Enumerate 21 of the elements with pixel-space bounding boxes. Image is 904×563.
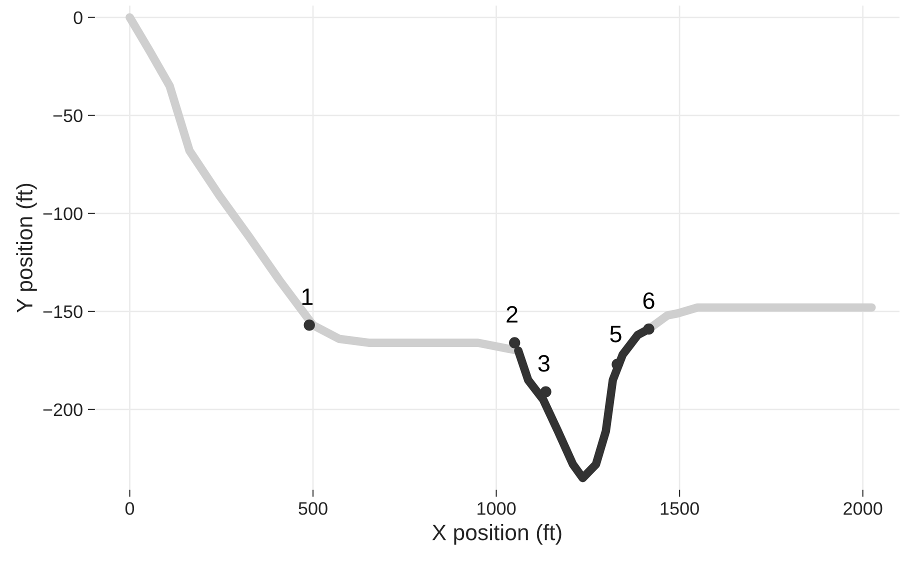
x-tick-label: 1000 — [478, 502, 516, 515]
annotation: 1 — [302, 288, 313, 305]
point — [643, 323, 654, 335]
x-tick-label: 500 — [298, 502, 328, 515]
annotation: 3 — [538, 355, 550, 372]
x-tick-label: 1500 — [660, 502, 699, 515]
y-axis-title: Y position (ft) — [16, 184, 37, 312]
y-tick-label: −150 — [43, 305, 82, 318]
y-tick-label: −100 — [43, 207, 82, 220]
point — [304, 320, 315, 331]
annotation: 6 — [643, 292, 654, 310]
y-tick-label: 0 — [74, 11, 82, 24]
x-tick-label: 2000 — [844, 502, 882, 515]
x-tick-label: 0 — [125, 502, 134, 515]
point — [509, 337, 520, 348]
point — [540, 386, 552, 398]
x-axis-title: X position (ft) — [432, 524, 562, 545]
y-tick-label: −200 — [43, 403, 82, 416]
annotation: 5 — [610, 326, 622, 342]
y-tick-label: −50 — [53, 109, 82, 122]
annotation: 2 — [506, 306, 518, 323]
